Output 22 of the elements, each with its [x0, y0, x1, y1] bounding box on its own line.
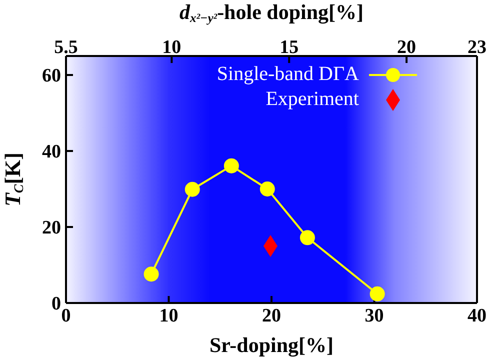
- point: [260, 182, 275, 196]
- x2-tick-label: 23: [468, 37, 486, 58]
- point: [224, 158, 239, 174]
- point: [300, 230, 315, 246]
- x2-axis-title: d$_{x²−y²}$-hole doping[%]: [179, 0, 364, 26]
- x2-tick-label: 20: [397, 37, 416, 58]
- x-tick-label: 20: [262, 305, 281, 326]
- point: [144, 266, 159, 282]
- x-tick-label: 40: [468, 305, 486, 326]
- x-tick-label: 10: [159, 305, 178, 326]
- legend-label: Experiment: [266, 87, 359, 112]
- y-tick-label: 20: [42, 218, 61, 239]
- y-tick-label: 60: [42, 66, 61, 87]
- x2-tick-label: 15: [280, 37, 299, 58]
- x2-tick-label: 10: [162, 37, 182, 58]
- point: [370, 286, 385, 302]
- point: [184, 182, 200, 197]
- x-axis-title: Sr-doping[%]: [209, 333, 334, 357]
- x-tick-label: 30: [364, 305, 384, 326]
- y-tick-label: 40: [42, 142, 61, 163]
- x2-tick-label: 5.5: [54, 37, 78, 58]
- legend-label: Single-band DΓA: [216, 62, 359, 87]
